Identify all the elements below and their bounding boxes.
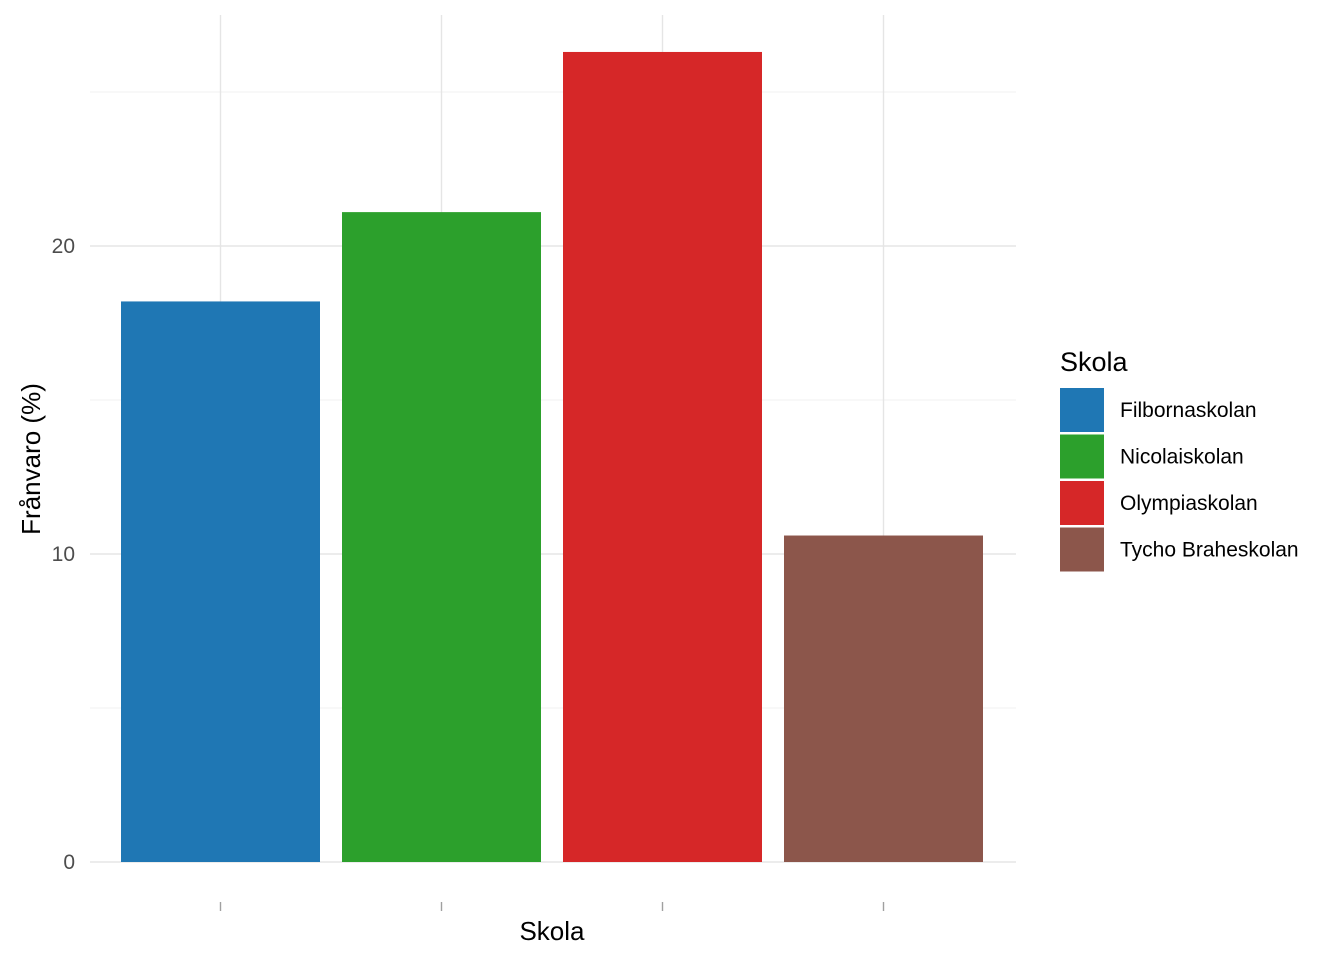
legend-label-olympiaskolan: Olympiaskolan [1120,492,1258,515]
legend-key-olympiaskolan [1060,481,1104,525]
legend-key-tycho-braheskolan [1060,527,1104,572]
legend-label-nicolaiskolan: Nicolaiskolan [1120,446,1244,469]
bar-olympiaskolan [563,51,762,862]
bar-tycho-braheskolan [784,535,983,862]
y-tick-label: 0 [63,851,75,874]
legend-label-tycho-braheskolan: Tycho Braheskolan [1120,539,1299,562]
bars [121,51,983,862]
legend-label-filbornaskolan: Filbornaskolan [1120,399,1257,422]
bar-filbornaskolan [121,301,320,862]
y-tick-label: 20 [52,235,75,258]
x-axis-title: Skola [519,916,585,946]
y-tick-label: 10 [52,543,75,566]
y-axis-title: Frånvaro (%) [16,383,46,535]
legend: Skola Filbornaskolan Nicolaiskolan Olympia… [1060,347,1299,572]
legend-key-nicolaiskolan [1060,434,1104,479]
legend-key-filbornaskolan [1060,388,1104,432]
legend-title: Skola [1060,347,1129,377]
axes: 0 10 20 [52,235,885,911]
bar-nicolaiskolan [342,212,541,862]
